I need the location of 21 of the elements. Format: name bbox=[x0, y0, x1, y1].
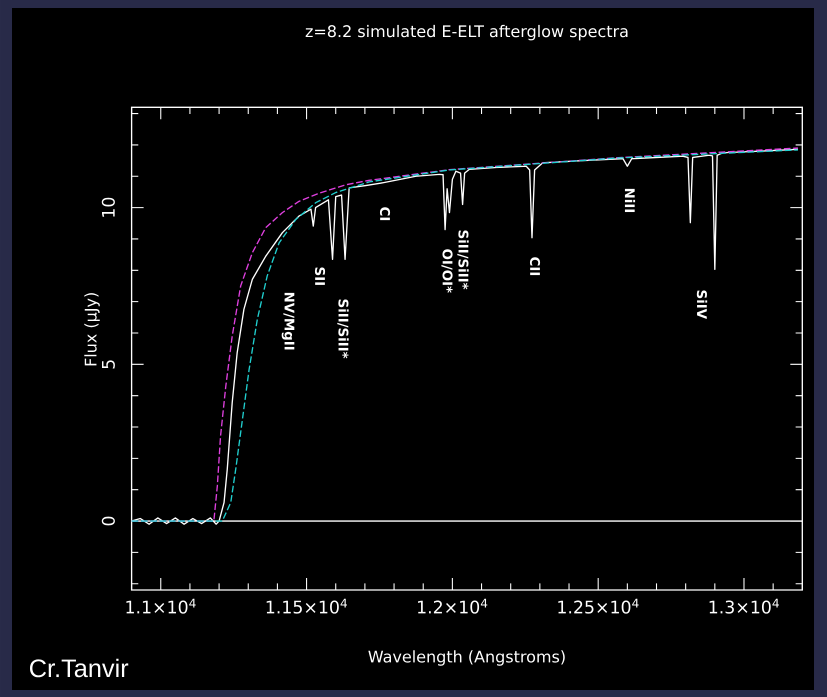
chart-title: z=8.2 simulated E-ELT afterglow spectra bbox=[306, 24, 628, 40]
x-tick-label: 1.3×10$^{4}$ bbox=[710, 598, 779, 614]
x-tick-label: 1.25×10$^{4}$ bbox=[558, 598, 639, 614]
annotation: CI bbox=[380, 207, 390, 220]
text: Cr.Tanvir bbox=[30, 658, 128, 678]
y-tick-label: 0 bbox=[102, 516, 115, 526]
annotation: SiII/SiII* bbox=[457, 230, 469, 290]
x-axis-title: Wavelength (Angstroms) bbox=[368, 650, 565, 666]
annotation: CII bbox=[530, 257, 540, 276]
annotation: NV/MgII bbox=[282, 292, 294, 350]
x-tick-label: 1.2×10$^{4}$ bbox=[418, 598, 488, 614]
annotation: SiII/SiII* bbox=[337, 300, 349, 358]
annotation: SiIV bbox=[696, 290, 708, 319]
y-tick-label: 5 bbox=[102, 360, 115, 368]
y-tick-label: 10 bbox=[102, 198, 115, 217]
y-axis-title: Flux (μJy) bbox=[84, 293, 100, 366]
x-tick-label: 1.1×10$^{4}$ bbox=[126, 598, 196, 614]
x-tick-label: 1.15×10$^{4}$ bbox=[266, 598, 347, 614]
annotation: SII bbox=[314, 268, 326, 285]
annotation: OI/OI* bbox=[441, 249, 453, 293]
annotation: NiII bbox=[624, 188, 636, 212]
